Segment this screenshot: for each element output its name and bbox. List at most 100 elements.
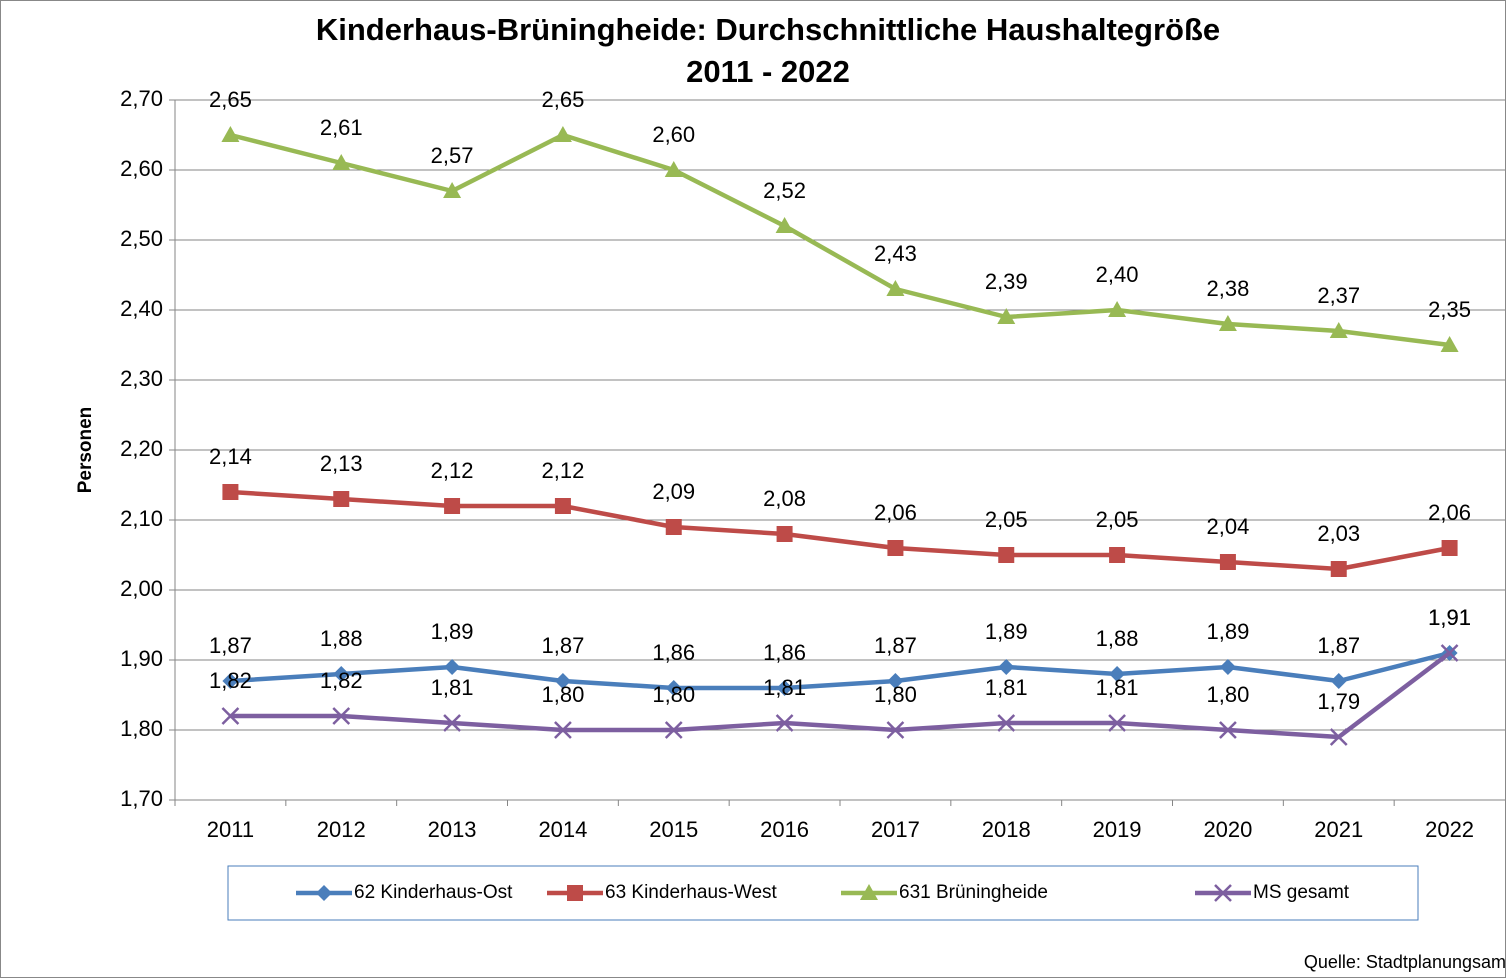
x-tick-label: 2011	[207, 817, 254, 842]
data-label: 1,80	[542, 682, 585, 707]
x-tick-label: 2021	[1314, 817, 1363, 842]
marker	[554, 673, 571, 689]
y-tick-label: 1,70	[120, 786, 163, 811]
data-label: 1,82	[209, 668, 252, 693]
data-label: 1,91	[1428, 605, 1471, 630]
data-label: 1,87	[874, 633, 917, 658]
marker	[554, 721, 572, 739]
marker	[443, 714, 461, 732]
data-label: 2,43	[874, 241, 917, 266]
marker	[887, 540, 904, 556]
data-label: 1,80	[1207, 682, 1250, 707]
marker	[222, 673, 239, 689]
marker	[1329, 728, 1348, 746]
data-label: 1,91	[1428, 605, 1471, 630]
y-tick-label: 2,30	[120, 366, 163, 391]
x-tick-label: 2017	[871, 817, 920, 842]
data-label: 2,35	[1428, 297, 1471, 322]
marker	[775, 217, 794, 233]
marker	[222, 484, 239, 500]
marker	[1440, 644, 1459, 662]
source-note: Quelle: Stadtplanungsam	[1304, 952, 1506, 972]
series-line	[230, 651, 1451, 740]
marker	[776, 680, 793, 696]
data-label: 1,81	[1096, 675, 1139, 700]
marker	[444, 498, 461, 514]
legend-marker	[316, 885, 332, 901]
x-tick-label: 2019	[1093, 817, 1142, 842]
series-line	[230, 489, 1450, 572]
data-label: 1,80	[652, 682, 695, 707]
data-label: 2,05	[1096, 507, 1139, 532]
data-label: 1,80	[874, 682, 917, 707]
x-tick-label: 2018	[982, 817, 1031, 842]
marker	[665, 680, 682, 696]
data-label: 2,65	[542, 87, 585, 112]
data-label: 2,60	[652, 122, 695, 147]
data-label: 2,09	[652, 479, 695, 504]
data-label: 2,38	[1207, 276, 1250, 301]
legend-label: 631 Brüningheide	[899, 882, 1048, 903]
marker	[664, 721, 683, 739]
x-tick-label: 2022	[1425, 817, 1474, 842]
marker	[998, 547, 1015, 563]
chart-title: Kinderhaus-Brüningheide: Durchschnittlic…	[316, 12, 1220, 47]
data-label: 1,81	[431, 675, 474, 700]
data-label: 2,14	[209, 444, 252, 469]
data-label: 2,13	[320, 451, 363, 476]
legend-label: 63 Kinderhaus-West	[605, 882, 778, 903]
y-tick-label: 2,20	[120, 436, 163, 461]
data-label: 2,65	[209, 87, 252, 112]
legend-label: 62 Kinderhaus-Ost	[354, 882, 513, 903]
data-label: 1,89	[985, 619, 1028, 644]
marker	[444, 659, 461, 675]
data-label: 1,86	[652, 640, 695, 665]
data-label: 2,03	[1317, 521, 1360, 546]
data-label: 1,81	[985, 675, 1028, 700]
data-label: 2,57	[431, 143, 474, 168]
data-label: 2,61	[320, 115, 363, 140]
y-tick-label: 2,50	[120, 226, 163, 251]
marker	[333, 666, 350, 682]
marker	[997, 714, 1016, 732]
data-label: 1,87	[209, 633, 252, 658]
marker	[998, 659, 1015, 675]
marker	[443, 182, 462, 198]
y-tick-label: 2,10	[120, 506, 163, 531]
marker	[1109, 666, 1126, 682]
data-label: 1,79	[1317, 689, 1360, 714]
marker	[1440, 336, 1459, 352]
legend-marker	[860, 884, 878, 900]
marker	[333, 491, 350, 507]
data-label: 2,06	[1428, 500, 1471, 525]
y-tick-label: 2,60	[120, 156, 163, 181]
chart-subtitle: 2011 - 2022	[686, 54, 850, 89]
data-label: 1,86	[763, 640, 806, 665]
data-label: 1,89	[1207, 619, 1250, 644]
data-label: 2,40	[1096, 262, 1139, 287]
data-label: 2,05	[985, 507, 1028, 532]
marker	[1108, 714, 1126, 732]
data-label: 1,81	[763, 675, 806, 700]
legend-marker	[567, 885, 583, 901]
data-label: 2,12	[431, 458, 474, 483]
data-label: 2,04	[1207, 514, 1250, 539]
marker	[332, 707, 351, 725]
y-tick-label: 1,90	[120, 646, 163, 671]
marker	[1330, 561, 1347, 577]
data-label: 2,39	[985, 269, 1028, 294]
marker	[1441, 540, 1458, 556]
marker	[1219, 721, 1237, 739]
marker	[1109, 547, 1126, 563]
x-tick-label: 2013	[428, 817, 477, 842]
data-label: 2,08	[763, 486, 806, 511]
data-label: 2,12	[542, 458, 585, 483]
marker	[1219, 554, 1236, 570]
marker	[332, 154, 351, 170]
marker	[775, 714, 794, 732]
data-label: 2,52	[763, 178, 806, 203]
marker	[665, 519, 682, 535]
data-label: 1,88	[1096, 626, 1139, 651]
